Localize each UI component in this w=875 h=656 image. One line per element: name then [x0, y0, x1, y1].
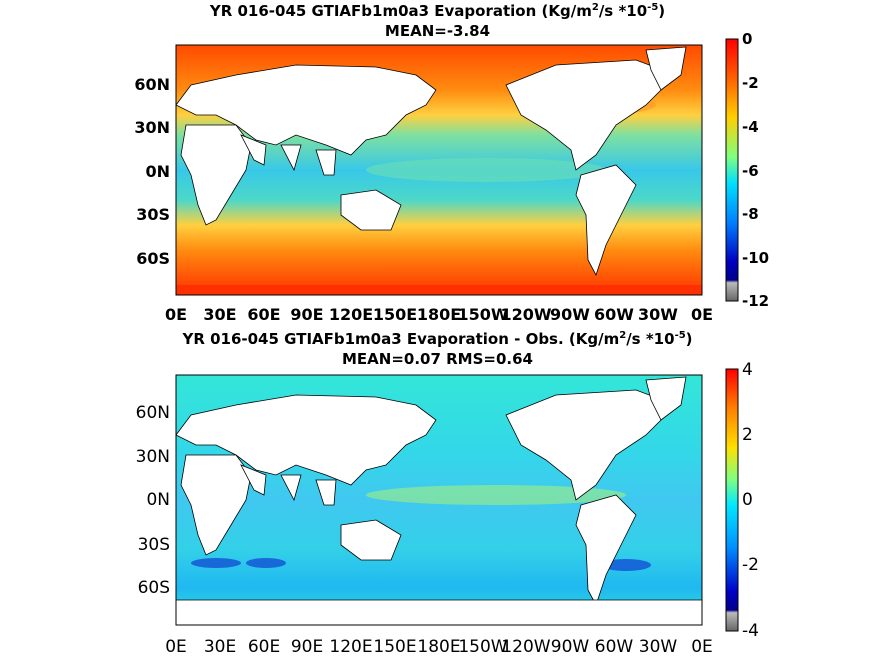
panel2-lon-label: 0E — [691, 637, 713, 656]
panel2-colorbar — [725, 368, 739, 632]
panel1-stats: MEAN=-3.84 — [384, 22, 491, 40]
panel2-lon-label: 120W — [501, 637, 550, 656]
panel1-lat-30n: 30N — [134, 118, 170, 137]
panel1-cbar-tick: -2 — [742, 74, 759, 92]
panel1-lat-0n: 0N — [145, 162, 170, 181]
panel1-cbar-tick: -4 — [742, 118, 759, 136]
panel2-lon-label: 60E — [248, 637, 280, 656]
panel2-lon-label: 180E — [417, 637, 460, 656]
panel2-title: YR 016-045 GTIAFb1m0a3 Evaporation - Obs… — [182, 330, 693, 348]
panel1-cbar-tick: 0 — [742, 30, 752, 48]
panel1-cbar-tick: -10 — [742, 249, 769, 267]
panel2-lon-label: 150W — [458, 637, 507, 656]
panel1-lon-label: 0E — [691, 305, 713, 324]
panel1-lon-label: 90W — [550, 305, 590, 324]
panel1-lon-label: 150W — [457, 305, 508, 324]
panel1-lon-label: 120W — [500, 305, 551, 324]
panel2-lon-label: 150E — [373, 637, 416, 656]
panel2-lon-label: 30W — [639, 637, 678, 656]
panel2-cbar-tick: 0 — [742, 490, 753, 510]
panel2-cbar-tick: -2 — [742, 555, 759, 575]
panel2-cbar-tick: 2 — [742, 425, 753, 445]
panel2-lat-30s: 30S — [138, 535, 170, 555]
panel1-lon-label: 0E — [165, 305, 187, 324]
panel1-cbar-tick: -8 — [742, 205, 759, 223]
panel2-lat-60s: 60S — [138, 578, 170, 598]
panel2-lon-label: 120E — [329, 637, 372, 656]
panel1-lon-label: 90E — [290, 305, 323, 324]
panel2-lat-60n: 60N — [136, 403, 170, 423]
panel2-plot-area — [175, 374, 703, 626]
panel1-title: YR 016-045 GTIAFb1m0a3 Evaporation (Kg/m… — [209, 2, 666, 20]
panel2-cbar-tick: 4 — [742, 360, 753, 380]
panel1-lon-label: 120E — [329, 305, 373, 324]
panel1-lon-label: 30E — [203, 305, 236, 324]
panel2-lon-label: 90W — [551, 637, 590, 656]
panel2-cbar-tick: -4 — [742, 621, 759, 641]
panel1-cbar-tick: -6 — [742, 162, 759, 180]
panel2-stats: MEAN=0.07 RMS=0.64 — [342, 350, 533, 368]
panel1-lon-label: 60E — [247, 305, 280, 324]
panel1-lon-label: 180E — [417, 305, 461, 324]
panel1-cbar-tick: -12 — [742, 292, 769, 310]
panel1-plot-area — [175, 44, 703, 296]
panel2-lat-0n: 0N — [146, 490, 170, 510]
panel1-lon-label: 60W — [594, 305, 634, 324]
panel1-lat-60s: 60S — [136, 249, 170, 268]
panel1-lon-label: 150E — [373, 305, 417, 324]
panel1-lon-label: 30W — [638, 305, 678, 324]
panel1-lat-30s: 30S — [136, 205, 170, 224]
panel1-lat-60n: 60N — [134, 75, 170, 94]
panel2-lon-label: 30E — [204, 637, 236, 656]
panel1-colorbar — [725, 38, 739, 302]
panel2-lon-label: 0E — [165, 637, 187, 656]
panel2-lat-30n: 30N — [136, 447, 170, 467]
panel2-lon-label: 90E — [291, 637, 323, 656]
panel2-lon-label: 60W — [595, 637, 634, 656]
